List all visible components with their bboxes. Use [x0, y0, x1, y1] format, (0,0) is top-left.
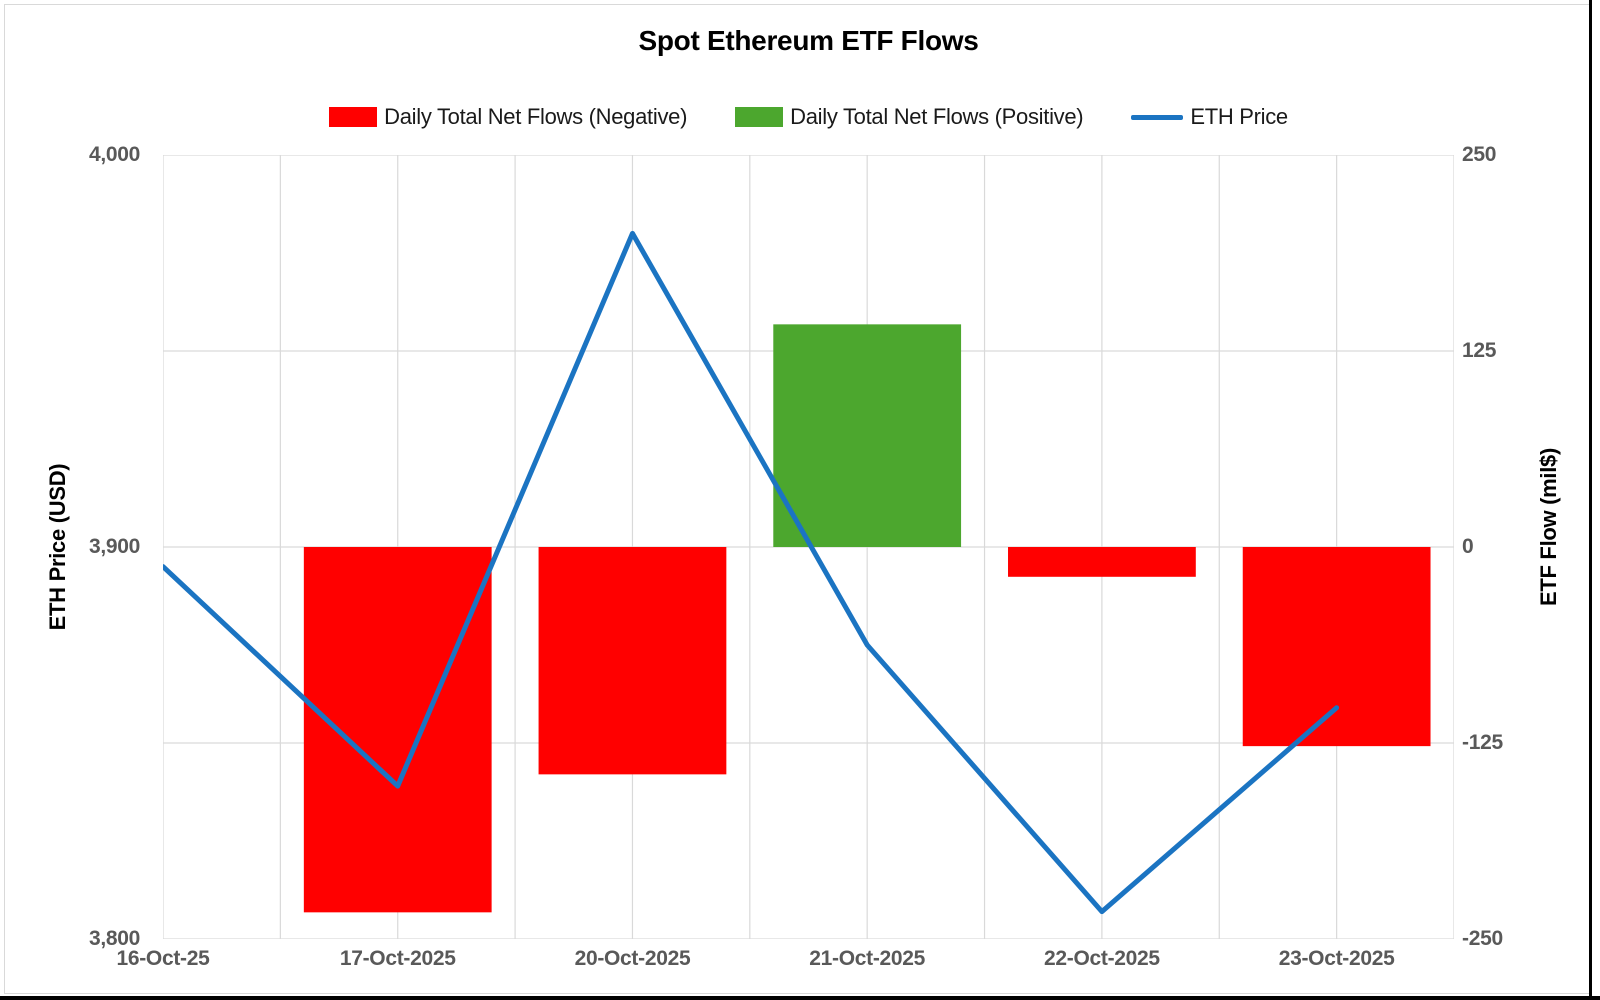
- legend-label-negative: Daily Total Net Flows (Negative): [384, 104, 688, 129]
- legend-item-price: ETH Price: [1131, 104, 1288, 130]
- window-edge-right: [1589, 0, 1592, 1000]
- left-axis-tick-3,800: 3,800: [88, 927, 140, 950]
- right-axis-tick--250: -250: [1462, 927, 1503, 950]
- flow-bar-21-Oct-2025: [773, 324, 962, 547]
- right-axis-title: ETF Flow (mil$): [1536, 447, 1561, 607]
- plot-svg: [160, 154, 1455, 940]
- legend: Daily Total Net Flows (Negative) Daily T…: [0, 104, 1600, 130]
- legend-item-positive: Daily Total Net Flows (Positive): [735, 104, 1084, 130]
- x-axis-label-23-Oct-2025: 23-Oct-2025: [1278, 947, 1395, 970]
- window-edge-bottom: [0, 996, 1600, 1000]
- right-axis-tick-125: 125: [1462, 339, 1497, 362]
- legend-label-price: ETH Price: [1190, 104, 1288, 129]
- left-axis-tick-4,000: 4,000: [88, 143, 140, 166]
- flow-bar-17-Oct-2025: [303, 547, 492, 913]
- flow-bar-23-Oct-2025: [1242, 547, 1431, 747]
- positive-flow-swatch-icon: [735, 107, 784, 127]
- negative-flow-swatch-icon: [329, 107, 378, 127]
- plot-area: [160, 154, 1455, 940]
- right-axis-tick-0: 0: [1462, 535, 1474, 558]
- right-axis-tick-250: 250: [1462, 143, 1497, 166]
- x-axis-label-16-Oct-25: 16-Oct-25: [116, 947, 210, 970]
- x-axis-label-21-Oct-2025: 21-Oct-2025: [809, 947, 926, 970]
- price-line: [160, 230, 1340, 915]
- page-title: Spot Ethereum ETF Flows: [638, 25, 979, 56]
- legend-item-negative: Daily Total Net Flows (Negative): [329, 104, 687, 130]
- left-axis-tick-3,900: 3,900: [88, 535, 140, 558]
- right-axis-tick--125: -125: [1462, 731, 1503, 754]
- x-axis-label-22-Oct-2025: 22-Oct-2025: [1044, 947, 1160, 970]
- price-line-swatch-icon: [1131, 114, 1184, 120]
- legend-label-positive: Daily Total Net Flows (Positive): [790, 104, 1084, 129]
- x-axis-label-20-Oct-2025: 20-Oct-2025: [574, 947, 691, 970]
- flow-bar-22-Oct-2025: [1008, 547, 1196, 577]
- x-axis-label-17-Oct-2025: 17-Oct-2025: [339, 947, 456, 970]
- flow-bar-20-Oct-2025: [538, 547, 727, 775]
